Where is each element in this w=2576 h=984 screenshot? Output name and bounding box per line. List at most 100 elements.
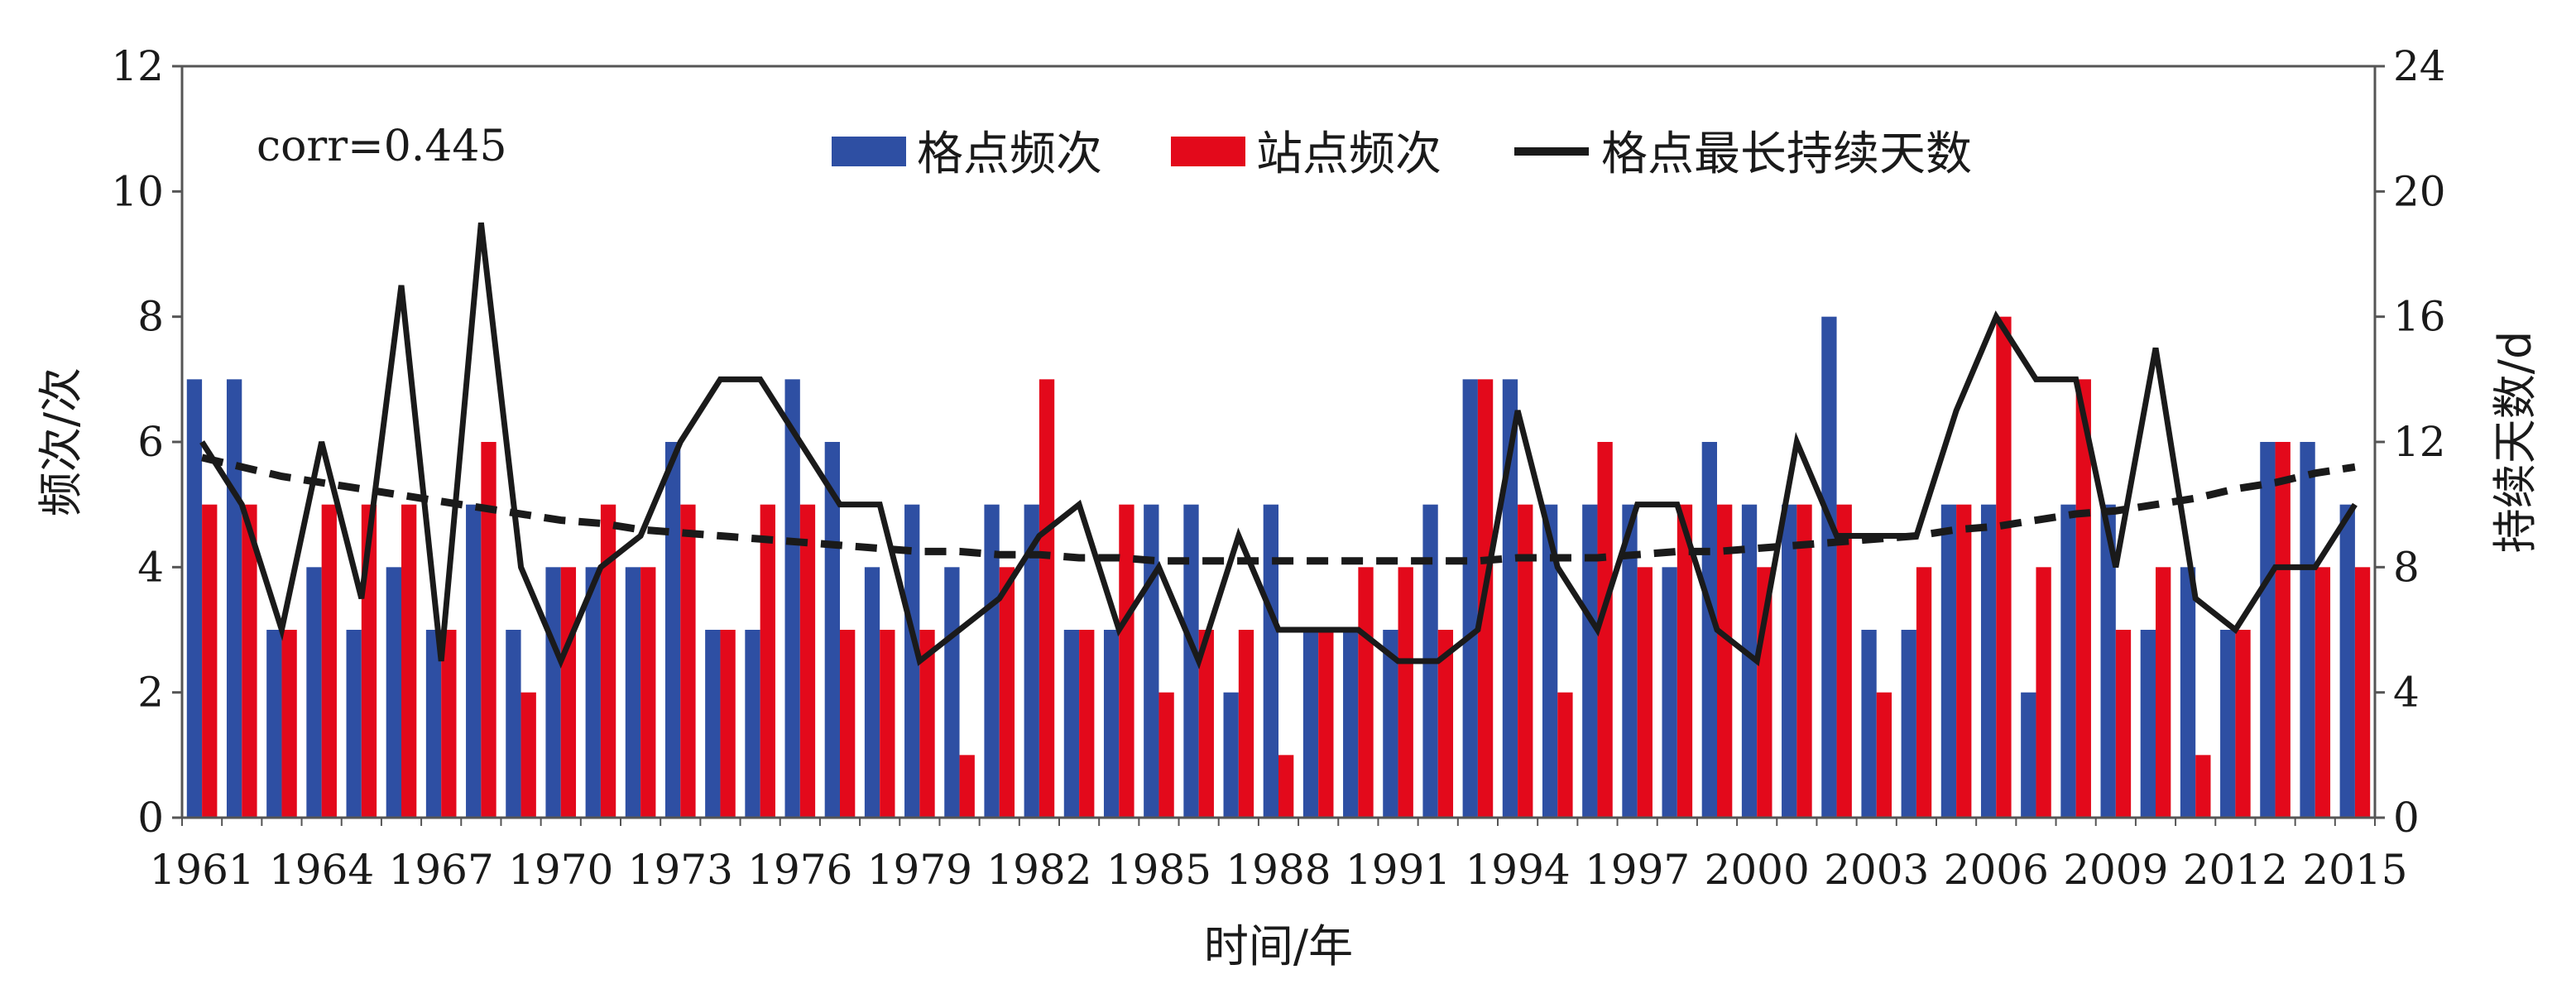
axis-titles-layer: 时间/年 频次/次 持续天数/d bbox=[35, 331, 2541, 972]
bar-grid-frequency-1973 bbox=[664, 442, 681, 818]
bar-grid-frequency-1971 bbox=[585, 567, 601, 818]
bar-station-frequency-1973 bbox=[680, 504, 696, 818]
bar-grid-frequency-2002 bbox=[1821, 316, 1837, 818]
bar-grid-frequency-1997 bbox=[1622, 504, 1638, 818]
bar-station-frequency-1966 bbox=[401, 504, 417, 818]
x-tick-label-1994: 1994 bbox=[1465, 846, 1570, 894]
bar-grid-frequency-1970 bbox=[545, 567, 561, 818]
bar-grid-frequency-2004 bbox=[1901, 630, 1916, 818]
bar-station-frequency-1979 bbox=[919, 630, 935, 818]
bar-station-frequency-1974 bbox=[720, 630, 736, 818]
bar-station-frequency-2009 bbox=[2115, 630, 2132, 818]
left-y-tick-label: 0 bbox=[137, 794, 164, 842]
bar-station-frequency-2003 bbox=[1876, 692, 1892, 818]
bar-grid-frequency-2015 bbox=[2339, 504, 2355, 818]
right-y-tick-label: 16 bbox=[2393, 293, 2446, 341]
bar-grid-frequency-1969 bbox=[506, 630, 521, 818]
bar-station-frequency-2005 bbox=[1956, 504, 1972, 818]
bar-grid-frequency-2000 bbox=[1741, 504, 1758, 818]
bar-grid-frequency-1972 bbox=[625, 567, 641, 818]
bar-station-frequency-1990 bbox=[1358, 567, 1374, 818]
bar-grid-frequency-1981 bbox=[984, 504, 1000, 818]
bar-grid-frequency-2001 bbox=[1782, 504, 1797, 818]
right-y-tick-label: 8 bbox=[2393, 543, 2420, 591]
bar-grid-frequency-2012 bbox=[2220, 630, 2236, 818]
x-tick-label-1988: 1988 bbox=[1226, 846, 1331, 894]
bar-grid-frequency-1966 bbox=[386, 567, 401, 818]
bar-grid-frequency-1996 bbox=[1582, 504, 1598, 818]
bar-station-frequency-2007 bbox=[2036, 567, 2051, 818]
bar-station-frequency-1992 bbox=[1437, 630, 1454, 818]
x-tick-label-2012: 2012 bbox=[2183, 846, 2288, 894]
trendline bbox=[201, 454, 2356, 565]
bar-grid-frequency-2009 bbox=[2100, 504, 2116, 818]
x-tick-label-2006: 2006 bbox=[1944, 846, 2049, 894]
bar-station-frequency-1987 bbox=[1238, 630, 1254, 818]
bar-station-frequency-1970 bbox=[560, 567, 577, 818]
bar-grid-frequency-2013 bbox=[2260, 442, 2276, 818]
bar-station-frequency-1978 bbox=[880, 630, 895, 818]
right-y-tick-label: 0 bbox=[2393, 794, 2420, 842]
bar-grid-frequency-2008 bbox=[2060, 504, 2076, 818]
bar-station-frequency-2004 bbox=[1916, 567, 1932, 818]
x-tick-label-2000: 2000 bbox=[1705, 846, 1810, 894]
x-tick-label-1982: 1982 bbox=[986, 846, 1091, 894]
bar-station-frequency-1971 bbox=[600, 504, 616, 818]
left-y-tick-label: 10 bbox=[111, 167, 164, 215]
bar-station-frequency-2014 bbox=[2315, 567, 2331, 818]
bar-station-frequency-1999 bbox=[1717, 504, 1733, 818]
x-tick-label-1964: 1964 bbox=[269, 846, 374, 894]
bar-station-frequency-2001 bbox=[1796, 504, 1812, 818]
line-duration-days bbox=[199, 222, 2358, 670]
bar-station-frequency-1996 bbox=[1597, 442, 1613, 818]
bar-station-frequency-2012 bbox=[2235, 630, 2251, 818]
bar-grid-frequency-1978 bbox=[864, 567, 880, 818]
x-tick-label-1979: 1979 bbox=[867, 846, 972, 894]
legend-label-station-frequency: 站点频次 bbox=[1256, 127, 1442, 181]
bar-grid-frequency-2010 bbox=[2140, 630, 2156, 818]
x-axis-title: 时间/年 bbox=[1204, 920, 1353, 972]
right-y-tick-label: 24 bbox=[2393, 42, 2446, 90]
bar-grid-frequency-2006 bbox=[1980, 504, 1997, 818]
bar-grid-frequency-1989 bbox=[1302, 630, 1319, 818]
bar-grid-frequency-1986 bbox=[1183, 504, 1199, 818]
right-y-tick-label: 4 bbox=[2393, 669, 2420, 717]
bar-grid-frequency-1977 bbox=[824, 442, 840, 818]
bar-station-frequency-2010 bbox=[2156, 567, 2171, 818]
bar-station-frequency-1984 bbox=[1119, 504, 1134, 818]
x-tick-label-1961: 1961 bbox=[149, 846, 254, 894]
left-y-tick-label: 8 bbox=[137, 293, 164, 341]
bar-station-frequency-2008 bbox=[2075, 379, 2091, 818]
bar-station-frequency-1986 bbox=[1198, 630, 1214, 818]
bar-station-frequency-1989 bbox=[1318, 630, 1334, 818]
left-y-tick-label: 4 bbox=[137, 543, 164, 591]
bar-station-frequency-1995 bbox=[1557, 692, 1573, 818]
trendline-layer bbox=[201, 454, 2356, 565]
bar-station-frequency-1975 bbox=[760, 504, 775, 818]
bar-grid-frequency-1991 bbox=[1383, 630, 1398, 818]
legend-label-duration-line: 格点最长持续天数 bbox=[1601, 127, 1972, 181]
bar-grid-frequency-1976 bbox=[784, 379, 800, 818]
bar-grid-frequency-1965 bbox=[346, 630, 362, 818]
bar-station-frequency-1962 bbox=[242, 504, 257, 818]
bar-station-frequency-1977 bbox=[840, 630, 856, 818]
correlation-annotation: corr=0.445 bbox=[257, 122, 507, 171]
bar-station-frequency-1963 bbox=[281, 630, 297, 818]
bar-grid-frequency-1968 bbox=[466, 504, 482, 818]
left-y-tick-label: 6 bbox=[137, 418, 164, 466]
bar-grid-frequency-1983 bbox=[1063, 630, 1080, 818]
bar-grid-frequency-1961 bbox=[186, 379, 203, 818]
bar-grid-frequency-1962 bbox=[226, 379, 242, 818]
bar-grid-frequency-2003 bbox=[1861, 630, 1877, 818]
left-y-tick-label: 12 bbox=[111, 42, 164, 90]
bar-station-frequency-1967 bbox=[441, 630, 457, 818]
legend: 格点频次 站点频次 格点最长持续天数 bbox=[832, 127, 1972, 181]
bar-station-frequency-1981 bbox=[999, 567, 1015, 818]
bar-station-frequency-1982 bbox=[1039, 379, 1055, 818]
bar-station-frequency-2011 bbox=[2195, 755, 2211, 818]
bar-station-frequency-1976 bbox=[799, 504, 816, 818]
left-y-tick-label: 2 bbox=[137, 669, 164, 717]
